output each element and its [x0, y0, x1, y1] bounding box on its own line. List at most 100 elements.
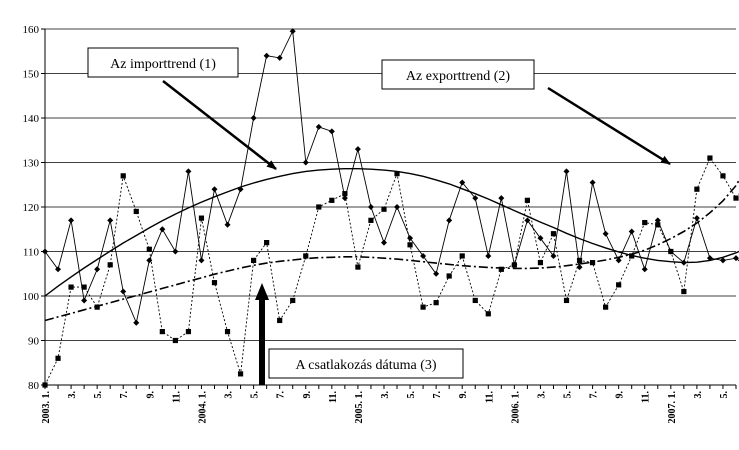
y-tick-label: 90 — [28, 336, 40, 348]
import-index-line — [44, 29, 739, 325]
y-tick-label: 150 — [23, 69, 40, 81]
import-data-point — [159, 226, 166, 233]
export-data-point — [303, 253, 309, 259]
x-tick-label: 2003. 1. — [41, 391, 52, 424]
y-tick-label: 120 — [23, 202, 40, 214]
x-tick-label: 3. — [224, 391, 235, 399]
export-data-point — [524, 197, 530, 203]
import-data-point — [693, 215, 700, 222]
x-tick-label: 11. — [484, 391, 495, 403]
x-tick-label: 2005. 1. — [354, 391, 365, 424]
export-data-point — [198, 215, 205, 221]
import-annotation: Az importtrend (1) — [87, 47, 239, 78]
x-tick-label: 2007. 1. — [667, 391, 678, 424]
x-tick-label: 5. — [563, 391, 574, 399]
export-data-point — [81, 284, 87, 290]
import-data-point — [237, 186, 244, 193]
x-tick-label: 11. — [641, 391, 652, 403]
import-data-point — [172, 248, 179, 255]
import-data-point — [120, 288, 127, 295]
x-tick-label: 7. — [119, 391, 130, 399]
import-data-point — [563, 168, 570, 175]
export-data-point — [446, 273, 452, 279]
export-annotation: Az exporttrend (2) — [381, 59, 535, 90]
accession-annotation-label: A csatlakozás dátuma (3) — [295, 358, 436, 373]
x-tick-label: 3. — [67, 391, 78, 399]
import-data-point — [706, 255, 713, 262]
x-tick-label: 9. — [145, 391, 156, 399]
export-data-point — [433, 300, 439, 306]
export-data-point — [589, 260, 596, 266]
export-data-point — [368, 217, 374, 223]
marker-group — [42, 28, 739, 388]
import-data-point — [367, 204, 374, 210]
import-data-point — [537, 235, 544, 242]
import-data-point — [55, 266, 62, 273]
x-tick-label: 9. — [302, 391, 313, 399]
export-data-point — [316, 204, 322, 210]
y-tick-label: 80 — [28, 380, 40, 392]
export-data-point — [485, 311, 491, 317]
accession-arrow-head — [255, 283, 269, 300]
import-annotation-arrow — [162, 80, 277, 170]
export-data-point — [329, 197, 335, 203]
export-data-point — [733, 195, 739, 201]
export-data-point — [211, 280, 218, 286]
export-data-point — [616, 282, 622, 288]
x-tick-label: 7. — [432, 391, 443, 399]
accession-annotation: A csatlakozás dátuma (3) — [268, 348, 464, 379]
export-data-point — [550, 231, 557, 237]
x-tick-label: 5. — [250, 391, 261, 399]
export-data-point — [511, 262, 517, 268]
export-data-point — [603, 304, 609, 310]
import-data-point — [250, 115, 257, 121]
export-data-point — [146, 246, 152, 252]
import-data-point — [485, 252, 492, 259]
x-tick-label: 3. — [380, 391, 391, 399]
import-data-point — [641, 266, 648, 273]
y-tick-label: 130 — [23, 158, 40, 170]
export-data-point — [537, 260, 544, 266]
import-data-point — [224, 221, 231, 228]
export-data-point — [407, 242, 413, 248]
import-data-point — [602, 230, 609, 237]
export-annotation-label: Az exporttrend (2) — [406, 69, 511, 84]
export-data-point — [237, 371, 244, 377]
x-axis-ticks: 2003. 1. 3. 5. 7. 9. 11. 2004. 1. 3. 5. 7. 9. 11. 20… — [41, 391, 730, 424]
import-data-point — [68, 217, 75, 224]
import-data-point — [433, 270, 440, 277]
import-data-point — [615, 257, 622, 264]
export-data-point — [224, 329, 231, 335]
export-annotation-arrow — [547, 86, 671, 166]
export-data-point — [264, 240, 270, 246]
y-tick-label: 100 — [23, 291, 40, 303]
import-data-point — [680, 259, 687, 266]
import-data-point — [133, 319, 140, 326]
import-data-point — [81, 297, 88, 304]
import-data-point — [576, 264, 583, 271]
import-data-point — [420, 252, 427, 259]
import-data-point — [733, 255, 739, 262]
export-data-point — [277, 317, 283, 324]
x-tick-label: 2006. 1. — [510, 391, 521, 424]
import-data-point — [459, 179, 466, 186]
export-data-point — [459, 253, 465, 259]
y-tick-label: 140 — [23, 113, 40, 125]
x-tick-label: 9. — [458, 391, 469, 399]
export-data-point — [120, 173, 126, 179]
x-tick-label: 2004. 1. — [197, 391, 208, 424]
import-data-point — [302, 159, 309, 166]
import-data-point — [42, 248, 48, 255]
export-data-point — [185, 329, 192, 335]
export-data-point — [720, 173, 726, 179]
import-data-point — [198, 257, 205, 264]
export-data-point — [159, 329, 165, 335]
export-data-point — [394, 171, 400, 177]
import-data-point — [107, 217, 114, 224]
export-data-point — [133, 208, 139, 215]
x-tick-label: 3. — [536, 391, 547, 399]
export-data-point — [55, 355, 61, 361]
export-data-point — [472, 297, 478, 304]
y-tick-label: 160 — [23, 24, 40, 36]
